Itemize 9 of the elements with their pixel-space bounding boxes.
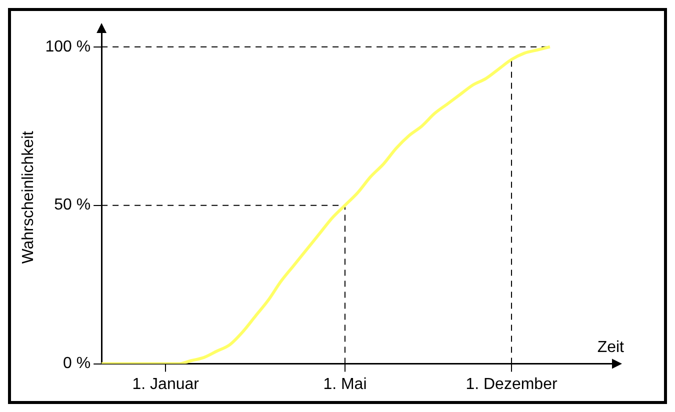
y-axis-title: Wahrscheinlichkeit <box>20 130 38 264</box>
x-tick-label: 1. Januar <box>132 376 200 393</box>
x-tick-label: 1. Mai <box>323 376 367 393</box>
y-tick-label: 0 % <box>62 355 91 372</box>
line-series <box>100 45 552 364</box>
x-tick-label: 1. Dezember <box>466 376 558 393</box>
y-tick-label: 100 % <box>45 38 91 56</box>
x-axis-title: Zeit <box>597 339 625 356</box>
y-tick-label: 50 % <box>54 196 91 214</box>
